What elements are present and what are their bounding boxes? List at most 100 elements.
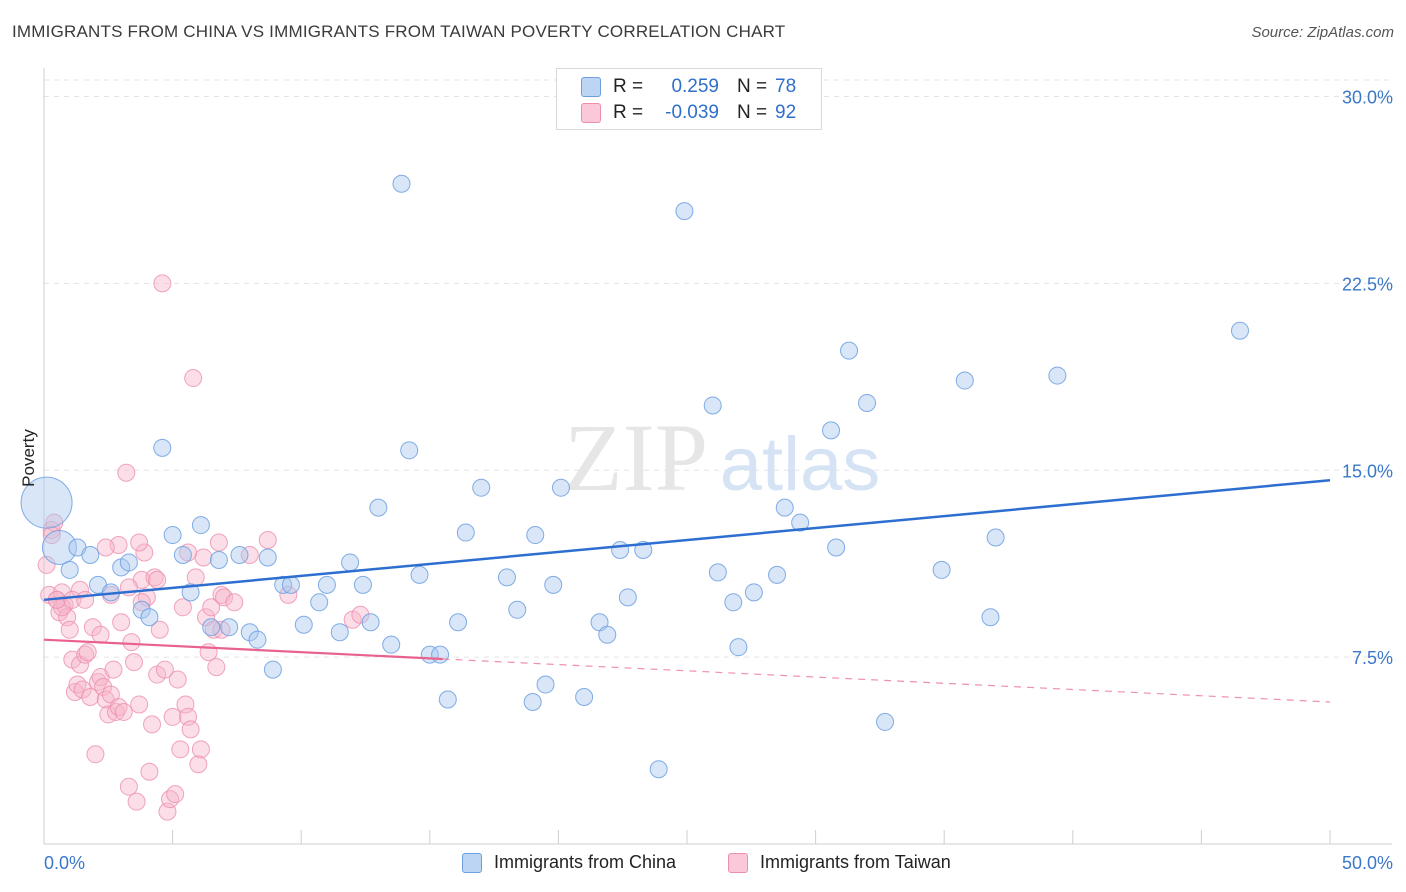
china-point (876, 712, 895, 731)
china-point (353, 575, 372, 594)
taiwan-point (140, 762, 159, 781)
taiwan-point (130, 533, 149, 552)
china-point (209, 550, 228, 569)
china-point (729, 638, 748, 657)
china-point (438, 690, 457, 709)
taiwan-point (83, 618, 102, 637)
china-point (81, 545, 100, 564)
taiwan-point (132, 593, 151, 612)
taiwan-point (91, 625, 110, 644)
series-china-points (20, 174, 1249, 779)
china-point (708, 563, 727, 582)
taiwan-point (202, 598, 221, 617)
r-label: R = (613, 102, 644, 123)
legend-item-taiwan: Immigrants from Taiwan (728, 852, 951, 873)
taiwan-point (148, 570, 167, 589)
taiwan-swatch (728, 852, 748, 873)
china-point (536, 675, 555, 694)
taiwan-point (127, 792, 146, 811)
china-point (456, 523, 475, 542)
taiwan-point (112, 613, 131, 632)
taiwan-point (104, 660, 123, 679)
china-point (544, 575, 563, 594)
china-point (431, 645, 450, 664)
china-point (202, 618, 221, 637)
x-tick-label-max: 50.0% (1342, 853, 1393, 873)
china-point (744, 583, 763, 602)
china-point (551, 478, 570, 497)
taiwan-point (258, 531, 277, 550)
taiwan-point (163, 707, 182, 726)
taiwan-point (351, 605, 370, 624)
taiwan-point (135, 543, 154, 562)
taiwan-point (191, 740, 210, 759)
china-point (281, 575, 300, 594)
watermark-zip: ZIP (564, 404, 708, 511)
taiwan-point (150, 620, 169, 639)
legend-item-china: Immigrants from China (462, 852, 676, 873)
china-point (369, 498, 388, 517)
china-trend-line (43, 478, 1331, 602)
chart-title: IMMIGRANTS FROM CHINA VS IMMIGRANTS FROM… (12, 22, 786, 41)
china-point (173, 545, 192, 564)
china-point (153, 438, 172, 457)
trend-lines (43, 478, 1331, 703)
china-point (768, 565, 787, 584)
china-point (330, 623, 349, 642)
taiwan-point (86, 745, 105, 764)
china-point (191, 516, 210, 535)
china-point (598, 625, 617, 644)
taiwan-point (194, 548, 213, 567)
taiwan-point (189, 755, 208, 774)
taiwan-point (209, 533, 228, 552)
china-point (294, 615, 313, 634)
taiwan-point (168, 670, 187, 689)
china-point (575, 687, 594, 706)
taiwan-point (60, 620, 79, 639)
taiwan-point (119, 777, 138, 796)
china-point (263, 660, 282, 679)
taiwan-point (78, 643, 97, 662)
china-point (140, 608, 159, 627)
china-point (230, 545, 249, 564)
axes (43, 68, 1392, 845)
china-point (258, 548, 277, 567)
china-point (361, 613, 380, 632)
taiwan-point (71, 580, 90, 599)
china-point (932, 560, 951, 579)
watermark: ZIP atlas (564, 404, 880, 511)
taiwan-point (171, 740, 190, 759)
china-point (220, 618, 239, 637)
china-point (827, 538, 846, 557)
taiwan-point (122, 633, 141, 652)
n-label: N = (737, 102, 768, 123)
taiwan-point (145, 568, 164, 587)
taiwan-point (181, 720, 200, 739)
china-point (611, 540, 630, 559)
china-point (986, 528, 1005, 547)
china-point (840, 341, 859, 360)
china-point (382, 635, 401, 654)
taiwan-point (109, 697, 128, 716)
china-point (675, 202, 694, 221)
r-value: 0.259 (671, 76, 719, 97)
china-point (508, 600, 527, 619)
china-point (400, 441, 419, 460)
y-tick-label: 7.5% (1352, 648, 1393, 668)
china-point (60, 560, 79, 579)
china-point (119, 553, 138, 572)
taiwan-trend-line-solid (43, 638, 443, 661)
china-point (163, 526, 182, 545)
china-point (240, 623, 259, 642)
taiwan-point (114, 702, 133, 721)
correlation-legend: R = 0.259 N = 78 R = -0.039 N = 92 (556, 68, 822, 130)
taiwan-point (204, 620, 223, 639)
china-point (1230, 321, 1249, 340)
taiwan-point (107, 702, 126, 721)
china-point (317, 575, 336, 594)
y-tick-label: 30.0% (1342, 88, 1393, 108)
taiwan-point (161, 790, 180, 809)
legend-label-taiwan: Immigrants from Taiwan (760, 852, 951, 872)
china-point (472, 478, 491, 497)
